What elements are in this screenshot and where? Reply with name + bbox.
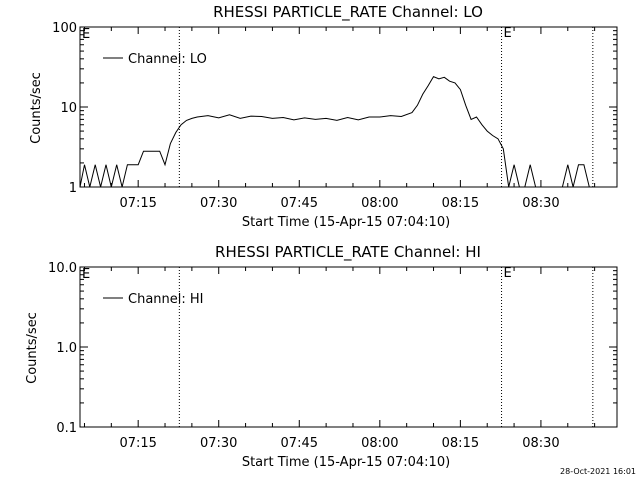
chart-panel-lo: RHESSI PARTICLE_RATE Channel: LO 1 10 100 0…	[29, 3, 618, 230]
y-tick-label: 100	[52, 21, 77, 36]
corner-e-label-lo: E	[82, 27, 90, 42]
y-tick-label: 1.0	[56, 341, 77, 356]
y-tick-label: 1	[69, 181, 77, 196]
legend-label-hi: Channel: HI	[128, 292, 204, 307]
x-tick-label: 08:15	[442, 196, 479, 211]
x-tick-label: 08:00	[361, 436, 398, 451]
y-tick-label: 10.0	[48, 261, 77, 276]
axes-lo: 1 10 100 07:15 07:30 07:45 08:00 08:15 08:30	[52, 21, 617, 211]
markers-hi: E	[178, 266, 594, 427]
event-marker-label: E	[504, 26, 512, 41]
x-tick-label: 07:30	[200, 436, 237, 451]
plot-frame-hi	[79, 266, 618, 428]
x-tick-label: 08:30	[522, 196, 559, 211]
x-tick-label: 08:15	[442, 436, 479, 451]
corner-e-label-hi: E	[82, 267, 90, 282]
plot-frame-lo	[79, 26, 618, 188]
y-axis-title-hi: Counts/sec	[25, 312, 40, 384]
chart-panel-hi: RHESSI PARTICLE_RATE Channel: HI 0.1 1.0 1…	[25, 243, 618, 470]
x-tick-label: 08:30	[522, 436, 559, 451]
y-tick-label: 0.1	[56, 421, 77, 436]
chart-title-hi: RHESSI PARTICLE_RATE Channel: HI	[215, 243, 481, 262]
x-tick-label: 07:45	[281, 196, 318, 211]
x-axis-title-lo: Start Time (15-Apr-15 07:04:10)	[242, 215, 450, 230]
chart-title-lo: RHESSI PARTICLE_RATE Channel: LO	[213, 3, 483, 22]
x-tick-label: 07:15	[119, 196, 156, 211]
series-line-lo	[79, 75, 590, 188]
legend-label-lo: Channel: LO	[128, 52, 207, 67]
axes-hi: 0.1 1.0 10.0 07:15 07:30 07:45 08:00 08:15 08:30	[48, 261, 617, 451]
x-tick-label: 07:15	[119, 436, 156, 451]
markers-lo: E	[178, 26, 594, 187]
x-tick-label: 07:45	[281, 436, 318, 451]
x-tick-label: 07:30	[200, 196, 237, 211]
y-tick-label: 10	[60, 101, 77, 116]
y-axis-title-lo: Counts/sec	[29, 72, 44, 144]
x-tick-label: 08:00	[361, 196, 398, 211]
footer-timestamp: 28-Oct-2021 16:01	[560, 467, 636, 476]
event-marker-label: E	[504, 266, 512, 281]
x-axis-title-hi: Start Time (15-Apr-15 07:04:10)	[242, 455, 450, 470]
